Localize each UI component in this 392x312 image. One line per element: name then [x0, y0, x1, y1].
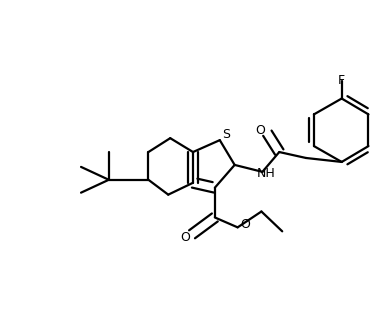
- Text: S: S: [222, 128, 230, 141]
- Text: NH: NH: [257, 167, 276, 180]
- Text: O: O: [180, 231, 190, 244]
- Text: F: F: [338, 74, 345, 87]
- Text: O: O: [256, 124, 265, 137]
- Text: O: O: [241, 218, 250, 231]
